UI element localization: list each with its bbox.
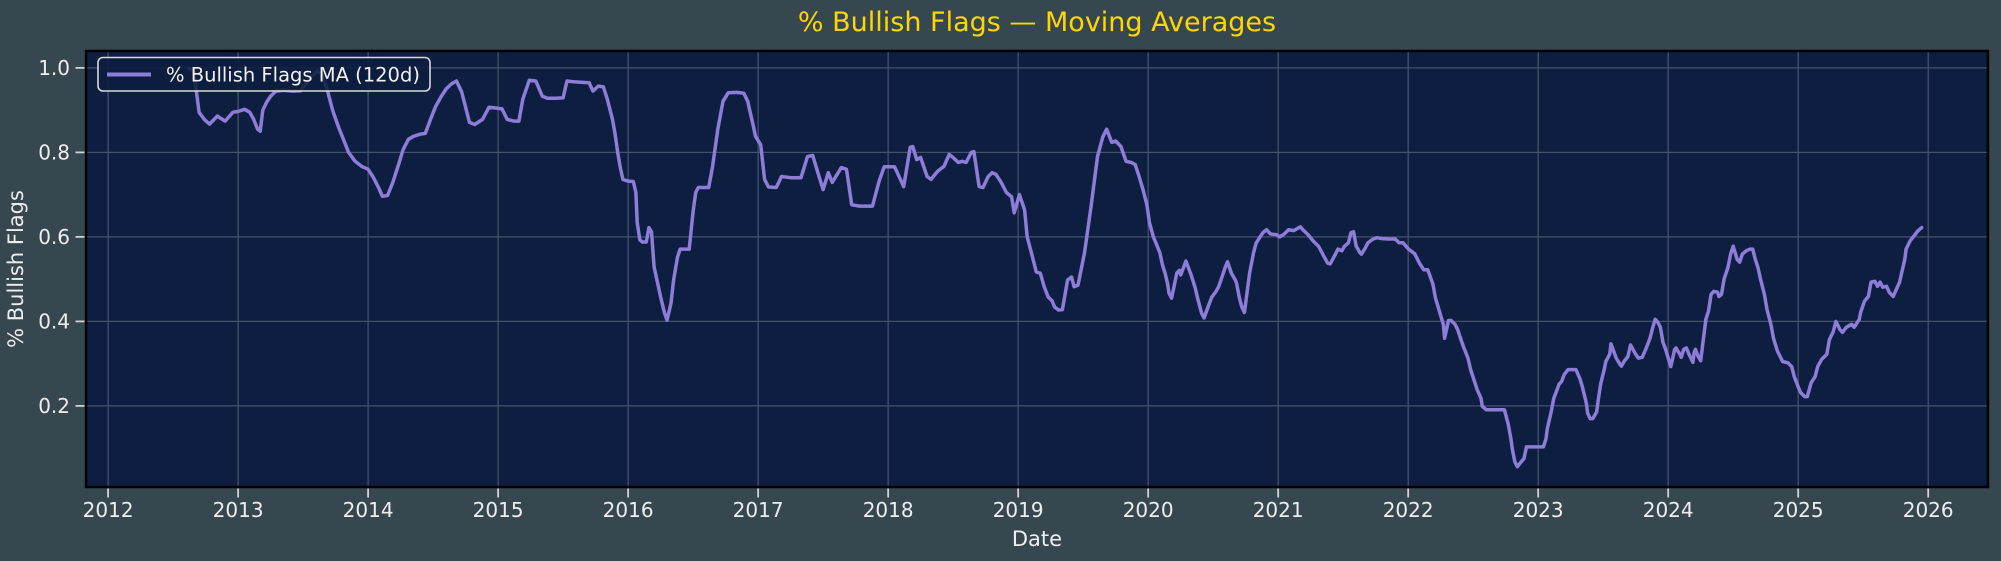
legend-box bbox=[97, 56, 431, 92]
x-tick-label: 2025 bbox=[1773, 498, 1824, 522]
x-tick-label: 2013 bbox=[213, 498, 264, 522]
x-tick-label: 2016 bbox=[603, 498, 654, 522]
x-tick-label: 2012 bbox=[83, 498, 134, 522]
legend: % Bullish Flags MA (120d) bbox=[97, 56, 431, 92]
x-tick-label: 2020 bbox=[1123, 498, 1174, 522]
y-tick-label: 0.6 bbox=[38, 225, 70, 249]
axes-spines bbox=[84, 49, 1990, 489]
y-tick-label: 0.2 bbox=[38, 394, 70, 418]
x-tick-label: 2022 bbox=[1383, 498, 1434, 522]
legend-label: % Bullish Flags MA (120d) bbox=[166, 64, 420, 87]
x-tick-label: 2018 bbox=[863, 498, 914, 522]
x-tick-label: 2019 bbox=[993, 498, 1044, 522]
x-tick-label: 2024 bbox=[1643, 498, 1694, 522]
x-tick-label: 2015 bbox=[473, 498, 524, 522]
x-tick-label: 2017 bbox=[733, 498, 784, 522]
x-tick-label: 2021 bbox=[1253, 498, 1304, 522]
axis-ticks: 2012 2013 2014 2015 2016 2017 2018 2019 2020 2021… bbox=[38, 56, 1953, 522]
y-tick-label: 0.4 bbox=[38, 309, 70, 333]
grid-lines bbox=[86, 51, 1988, 487]
y-tick-label: 0.8 bbox=[38, 140, 70, 164]
x-tick-label: 2026 bbox=[1903, 498, 1954, 522]
x-tick-label: 2014 bbox=[343, 498, 394, 522]
chart-title: % Bullish Flags — Moving Averages bbox=[798, 7, 1276, 38]
ma-line-series bbox=[186, 66, 1924, 469]
x-axis-label: Date bbox=[1012, 527, 1062, 551]
y-tick-label: 1.0 bbox=[38, 56, 70, 80]
y-axis-label: % Bullish Flags bbox=[4, 190, 28, 348]
x-tick-label: 2023 bbox=[1513, 498, 1564, 522]
